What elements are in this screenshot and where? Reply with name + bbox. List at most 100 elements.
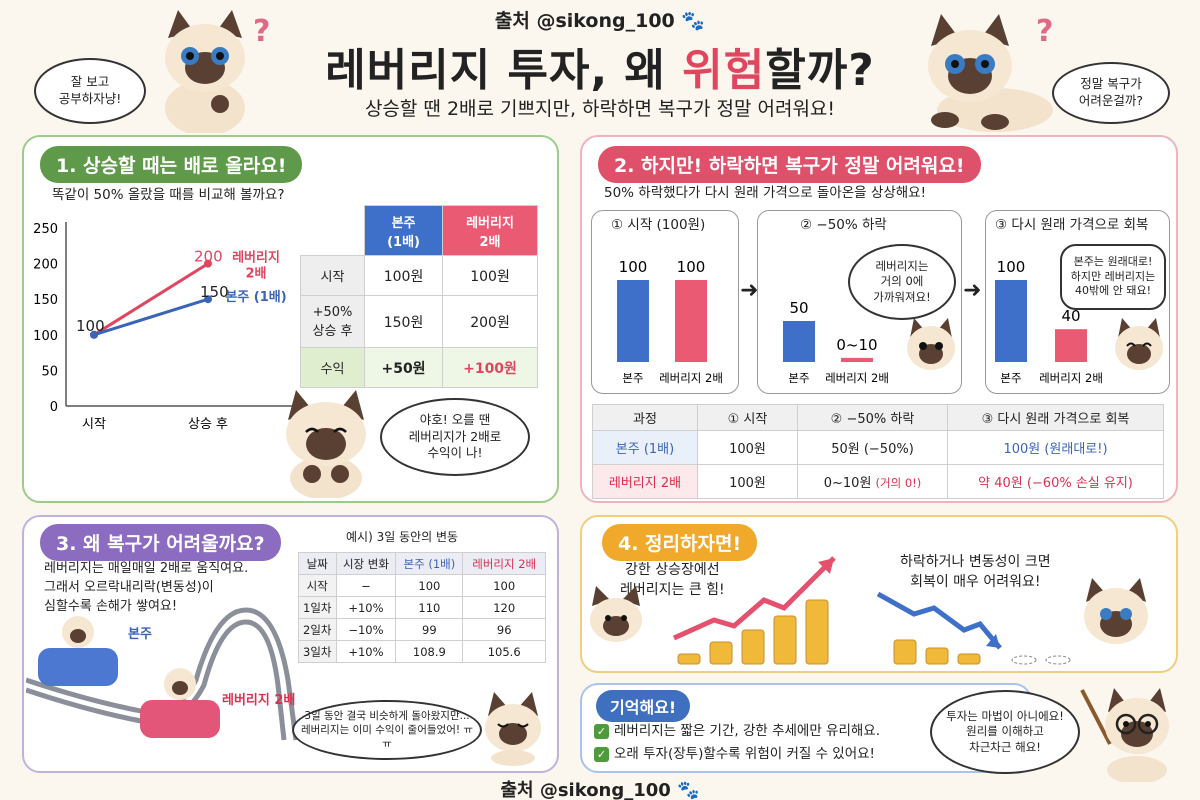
- reminder-title: 기억해요!: [596, 690, 691, 722]
- series-label-stock: 본주 (1배): [225, 289, 286, 305]
- table-cell: 0~10원 (거의 0!): [797, 464, 948, 499]
- column-header-leverage: 레버리지 2배: [442, 205, 538, 256]
- reminder-item: ✓ 레버리지는 짧은 기간, 강한 추세에만 유리해요.: [594, 722, 880, 742]
- table-row: +50% 상승 후 150원 200원: [300, 295, 538, 348]
- table-cell: 96: [462, 618, 546, 641]
- step-title-2: ② −50% 하락: [800, 217, 887, 233]
- table-cell: 120: [462, 596, 546, 619]
- table-cell: 1일차: [298, 596, 337, 619]
- paw-icon: 🐾: [681, 10, 706, 32]
- cell-stock: +50원: [363, 347, 444, 388]
- page-title: 레버리지 투자, 왜 위험할까?: [325, 45, 875, 96]
- bar-leverage: [841, 357, 873, 362]
- section-1-title: 1. 상승할 때는 배로 올라요!: [40, 146, 303, 183]
- cell-leverage: 200원: [442, 295, 538, 348]
- column-header: 날짜: [298, 552, 337, 575]
- source-credit-bottom: 출처 @sikong_100 🐾: [500, 780, 700, 800]
- x-tick-label: 시작: [82, 417, 106, 432]
- table-3-caption: 예시) 3일 동안의 변동: [346, 530, 459, 544]
- bar-leverage: [1055, 329, 1087, 362]
- table-cell: 100원: [697, 464, 798, 499]
- bar-value-label: 0~10: [836, 336, 877, 354]
- table-cell: 108.9: [395, 640, 464, 663]
- table-row: 3일차 +10% 108.9 105.6: [298, 640, 546, 663]
- table-row: 시작 − 100 100: [298, 574, 546, 597]
- arrow-right-icon: ➜: [740, 278, 759, 303]
- table-row: 레버리지 2배 100원 0~10원 (거의 0!) 약 40원 (−60% 손…: [592, 464, 1164, 499]
- section-3-text: 레버리지는 매일매일 2배로 움직여요. 그래서 오르락내리락(변동성)이 심할…: [44, 561, 249, 614]
- summary-illustration: [590, 556, 1148, 665]
- data-point: [204, 259, 212, 268]
- table-cell: 100원: [697, 430, 798, 465]
- bar-stock: [617, 280, 649, 362]
- bar-value-label: 50: [789, 299, 808, 317]
- y-tick-label: 50: [41, 364, 58, 379]
- section-4-title: 4. 정리하자면!: [602, 524, 758, 561]
- bar-value-label: 100: [619, 258, 648, 276]
- step-title-3: ③ 다시 원래 가격으로 회복: [995, 217, 1149, 233]
- speech-bubble-section-1: 야호! 오를 땐 레버리지가 2배로 수익이 나!: [380, 398, 530, 476]
- bar-value-label: 40: [1061, 307, 1080, 325]
- speech-bubble-step-2: 레버리지는 거의 0에 가까워져요!: [848, 244, 956, 320]
- bar-value-label: 100: [997, 258, 1026, 276]
- table-row: 본주 (1배) 100원 50원 (−50%) 100원 (원래대로!): [592, 430, 1164, 465]
- label-stock: 본주: [128, 627, 152, 642]
- table-cell: 약 40원 (−60% 손실 유지): [947, 464, 1164, 499]
- cat-crying-illustration: [485, 692, 541, 766]
- series-line: [93, 262, 209, 337]
- cell-leverage: +100원: [442, 347, 538, 388]
- page-subtitle: 상승할 땐 2배로 기쁘지만, 하락하면 복구가 정말 어려워요!: [364, 98, 836, 120]
- data-label: 100: [76, 317, 105, 335]
- cat-teacher-illustration: [1080, 688, 1169, 782]
- bar-stock: [783, 321, 815, 362]
- question-mark-icon: ?: [1036, 14, 1054, 49]
- bar-name-label: 본주: [622, 371, 643, 385]
- table-cell: 3일차: [298, 640, 337, 663]
- recovery-bar-charts: 100 100 본주 레버리지 2배 50 0~10 본주 레버리지 2배 100 40 본주 레버리…: [617, 258, 1103, 385]
- row-label: 수익: [300, 347, 365, 388]
- table-cell: −: [335, 574, 397, 597]
- column-header-stock: 본주 (1배): [363, 205, 444, 256]
- arrow-right-icon: ➜: [963, 278, 982, 303]
- column-header: ② −50% 하락: [797, 404, 948, 431]
- step-title-1: ① 시작 (100원): [611, 217, 706, 233]
- table-row: 수익 +50원 +100원: [300, 347, 538, 388]
- bar-name-label: 레버리지 2배: [659, 371, 723, 385]
- data-label: 150: [200, 283, 229, 301]
- table-cell: +10%: [335, 640, 397, 663]
- daily-change-table: 날짜 시장 변화 본주 (1배) 레버리지 2배 시작 − 100 100 1일…: [298, 552, 546, 663]
- y-tick-label: 200: [33, 258, 58, 273]
- cat-laughing-illustration: [1115, 318, 1163, 370]
- table-cell: 100: [462, 574, 546, 597]
- speech-bubble-right: 정말 복구가 어려운걸까?: [1052, 62, 1170, 124]
- cell-stock: 150원: [363, 295, 444, 348]
- row-label: 레버리지 2배: [592, 464, 698, 499]
- table-cell: 100: [395, 574, 464, 597]
- table-cell: 시작: [298, 574, 337, 597]
- checkmark-icon: ✓: [594, 747, 609, 762]
- section-2-title: 2. 하지만! 하락하면 복구가 정말 어려워요!: [598, 146, 981, 183]
- speech-bubble-section-3: 3일 동안 결국 비슷하게 돌아왔지만... 레버리지는 이미 수익이 줄어들었…: [292, 700, 482, 760]
- table-row: 시작 100원 100원: [300, 255, 538, 296]
- rollercoaster-illustration: [26, 607, 299, 741]
- y-tick-label: 0: [50, 400, 58, 415]
- checkmark-icon: ✓: [594, 724, 609, 739]
- section-1-intro: 똑같이 50% 올랐을 때를 비교해 볼까요?: [52, 187, 285, 203]
- cat-happy-illustration: [286, 390, 366, 498]
- cat-thinking-illustration: [165, 10, 245, 133]
- column-header: ③ 다시 원래 가격으로 회복: [947, 404, 1164, 431]
- column-header: 본주 (1배): [395, 552, 464, 575]
- series-label-leverage: 2배: [245, 266, 266, 282]
- x-tick-label: 상승 후: [188, 417, 228, 432]
- reminder-item: ✓ 오래 투자(장투)할수록 위험이 커질 수 있어요!: [594, 745, 875, 765]
- table-row: 2일차 −10% 99 96: [298, 618, 546, 641]
- table-cell: 100원 (원래대로!): [947, 430, 1164, 465]
- column-header: 시장 변화: [335, 552, 397, 575]
- question-mark-icon: ?: [253, 14, 271, 49]
- table-cell: 99: [395, 618, 464, 641]
- comparison-table-1: 본주 (1배) 레버리지 2배 시작 100원 100원 +50% 상승 후 1…: [300, 205, 538, 388]
- bar-name-label: 본주: [1000, 371, 1021, 385]
- table-cell: 105.6: [462, 640, 546, 663]
- bar-stock: [995, 280, 1027, 362]
